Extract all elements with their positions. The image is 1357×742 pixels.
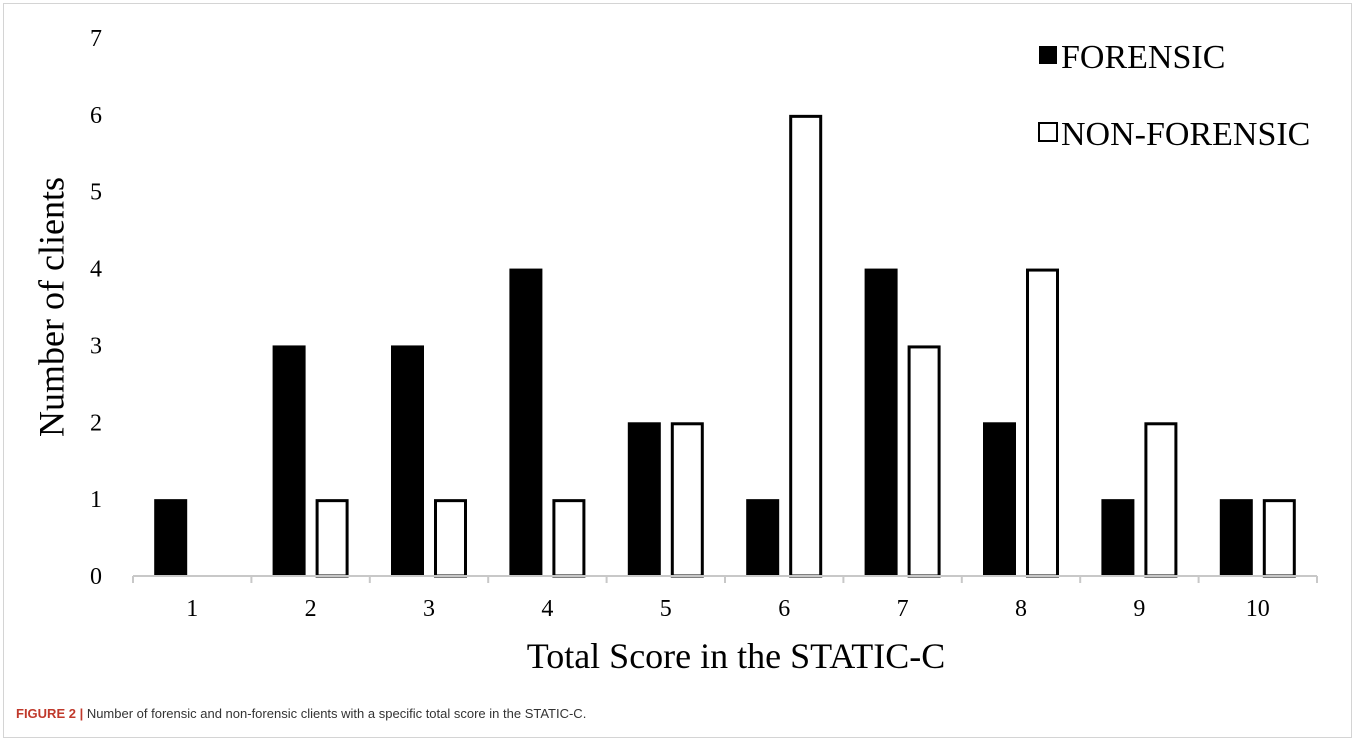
y-tick-label: 1 xyxy=(90,487,102,513)
non-forensic-bar xyxy=(315,499,349,578)
x-tick-label: 10 xyxy=(1246,596,1270,622)
caption-text: Number of forensic and non-forensic clie… xyxy=(83,706,587,721)
forensic-bar xyxy=(746,499,780,576)
x-tick-label: 4 xyxy=(541,596,553,622)
non-forensic-bar xyxy=(1262,499,1296,578)
forensic-bar xyxy=(391,345,424,576)
chart-bars xyxy=(154,114,1296,578)
y-tick-label: 4 xyxy=(90,257,102,283)
x-tick-label: 8 xyxy=(1015,596,1027,622)
figure-frame xyxy=(3,3,1352,738)
non-forensic-bar xyxy=(434,499,467,578)
x-axis-ticks: 1 2 3 4 5 6 7 8 9 10 xyxy=(132,576,1318,622)
non-forensic-bar xyxy=(1026,268,1059,578)
forensic-bar xyxy=(1101,499,1135,576)
caption-label: FIGURE 2 | xyxy=(16,706,84,721)
x-tick-label: 2 xyxy=(305,596,317,622)
legend-label-non-forensic: NON-FORENSIC xyxy=(1061,116,1310,153)
non-forensic-bar xyxy=(907,345,941,578)
x-tick-label: 5 xyxy=(660,596,672,622)
x-axis-title: Total Score in the STATIC-C xyxy=(527,636,946,676)
y-tick-label: 6 xyxy=(90,103,102,129)
x-tick-label: 1 xyxy=(186,596,198,622)
legend-swatch-forensic xyxy=(1039,46,1057,64)
y-tick-label: 0 xyxy=(90,564,102,590)
legend-swatch-non-forensic xyxy=(1038,122,1058,142)
x-tick-label: 3 xyxy=(423,596,435,622)
y-tick-label: 2 xyxy=(90,410,102,436)
legend: FORENSIC NON-FORENSIC xyxy=(1038,39,1310,153)
forensic-bar xyxy=(864,268,898,576)
forensic-bar xyxy=(509,268,543,576)
non-forensic-bar xyxy=(1144,422,1178,578)
forensic-bar xyxy=(1219,499,1253,576)
x-tick-label: 7 xyxy=(897,596,909,622)
forensic-bar xyxy=(272,345,306,576)
forensic-bar xyxy=(627,422,661,576)
y-axis-title: Number of clients xyxy=(31,177,71,437)
forensic-bar xyxy=(983,422,1016,576)
non-forensic-bar xyxy=(789,114,823,578)
y-tick-label: 3 xyxy=(90,333,102,359)
x-tick-label: 9 xyxy=(1133,596,1145,622)
y-tick-label: 5 xyxy=(90,180,102,206)
y-axis-ticks: 0 1 2 3 4 5 6 7 xyxy=(90,26,102,590)
non-forensic-bar xyxy=(670,422,704,578)
legend-label-forensic: FORENSIC xyxy=(1061,39,1225,76)
forensic-bar xyxy=(154,499,188,576)
x-tick-label: 6 xyxy=(778,596,790,622)
figure-caption: FIGURE 2 | Number of forensic and non-fo… xyxy=(16,706,1336,721)
y-tick-label: 7 xyxy=(90,26,102,52)
non-forensic-bar xyxy=(552,499,586,578)
